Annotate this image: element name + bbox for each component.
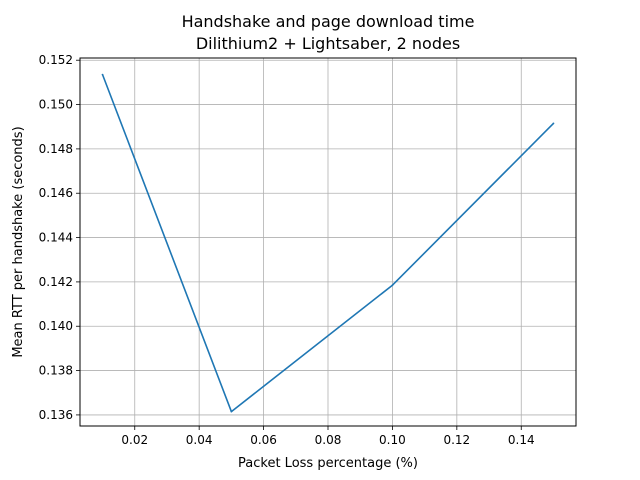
x-tick-label: 0.12: [443, 433, 470, 447]
x-tick-label: 0.04: [186, 433, 213, 447]
y-tick-label: 0.148: [39, 142, 73, 156]
data-point: [230, 410, 233, 413]
y-tick-label: 0.150: [39, 98, 73, 112]
x-tick-label: 0.14: [508, 433, 535, 447]
x-tick-label: 0.06: [250, 433, 277, 447]
y-tick-label: 0.152: [39, 53, 73, 67]
series-line: [101, 74, 555, 413]
x-tick-label: 0.10: [379, 433, 406, 447]
y-axis: 0.136 0.138 0.140 0.142 0.144 0.146 0.148 0.150…: [39, 53, 80, 422]
y-tick-label: 0.144: [39, 231, 73, 245]
x-axis: 0.02 0.04 0.06 0.08 0.10 0.12 0.14: [121, 426, 535, 447]
series-layer: [101, 73, 555, 413]
data-point: [101, 73, 104, 76]
y-tick-label: 0.140: [39, 319, 73, 333]
x-axis-label: Packet Loss percentage (%): [238, 456, 418, 471]
y-tick-label: 0.136: [39, 408, 73, 422]
y-axis-label: Mean RTT per handshake (seconds): [11, 126, 26, 357]
y-tick-label: 0.142: [39, 275, 73, 289]
x-tick-label: 0.08: [315, 433, 342, 447]
data-point: [391, 284, 394, 287]
y-tick-label: 0.146: [39, 186, 73, 200]
grid: [80, 58, 576, 426]
x-tick-label: 0.02: [121, 433, 148, 447]
chart-subtitle: Dilithium2 + Lightsaber, 2 nodes: [196, 34, 460, 53]
y-tick-label: 0.138: [39, 364, 73, 378]
chart-title: Handshake and page download time: [182, 12, 475, 31]
data-point: [552, 122, 555, 125]
